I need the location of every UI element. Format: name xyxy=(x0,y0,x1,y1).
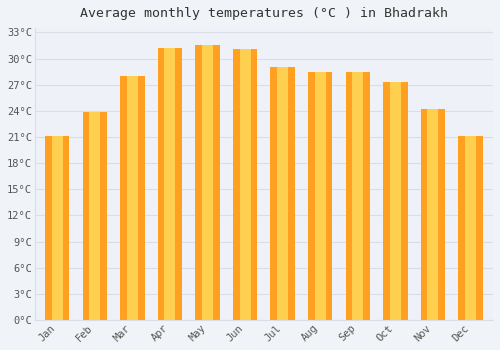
Bar xyxy=(277,67,288,320)
Bar xyxy=(233,49,258,320)
Bar xyxy=(158,48,182,320)
Bar xyxy=(82,112,107,320)
Bar xyxy=(120,76,144,320)
Bar xyxy=(52,136,63,320)
Bar xyxy=(164,48,175,320)
Bar xyxy=(270,67,295,320)
Bar xyxy=(90,112,101,320)
Bar xyxy=(346,72,370,320)
Bar xyxy=(465,136,476,320)
Bar xyxy=(458,136,482,320)
Bar xyxy=(196,44,220,320)
Bar xyxy=(240,49,250,320)
Bar xyxy=(308,72,332,320)
Bar xyxy=(352,72,364,320)
Bar xyxy=(127,76,138,320)
Bar xyxy=(428,109,438,320)
Bar xyxy=(314,72,326,320)
Bar xyxy=(383,82,407,320)
Bar xyxy=(45,136,70,320)
Title: Average monthly temperatures (°C ) in Bhadrakh: Average monthly temperatures (°C ) in Bh… xyxy=(80,7,448,20)
Bar xyxy=(420,109,445,320)
Bar xyxy=(202,44,213,320)
Bar xyxy=(390,82,401,320)
